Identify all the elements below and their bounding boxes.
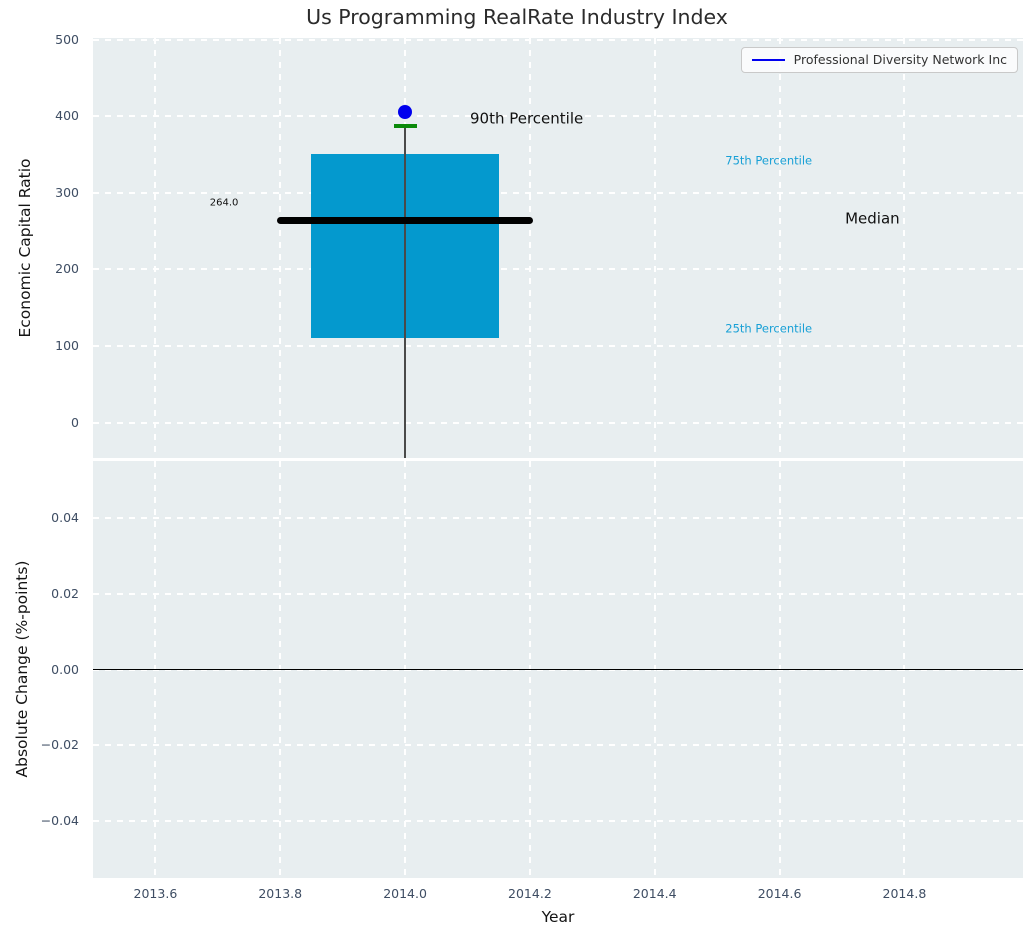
zero-reference-line: [93, 668, 1023, 671]
gridline-horizontal: [93, 38, 1023, 41]
gridline-horizontal: [93, 592, 1023, 595]
y-tick-label: −0.04: [40, 812, 79, 828]
x-tick-label: 2014.8: [882, 886, 927, 901]
y-tick-label: 300: [55, 184, 79, 200]
legend-box: Professional Diversity Network Inc: [740, 47, 1018, 73]
x-tick-label: 2013.8: [258, 886, 303, 901]
annotation-75th-percentile: 75th Percentile: [725, 153, 813, 168]
p90-cap-line: [393, 123, 417, 128]
y-tick-label: 500: [55, 31, 79, 47]
upper-plot-area: Professional Diversity Network Inc 264.0…: [93, 38, 1023, 458]
x-tick-label: 2014.4: [632, 886, 677, 901]
y-tick-label: 100: [55, 338, 79, 354]
gridline-vertical: [279, 38, 282, 458]
annotation-90th-percentile: 90th Percentile: [469, 109, 584, 128]
gridline-horizontal: [93, 191, 1023, 194]
gridline-horizontal: [93, 421, 1023, 424]
y-tick-label: 0.04: [51, 510, 79, 526]
lower-plot-area: [93, 461, 1023, 878]
gridline-horizontal: [93, 345, 1023, 348]
annotation-median: Median: [845, 209, 900, 228]
y-tick-label: 400: [55, 108, 79, 124]
gridline-horizontal: [93, 819, 1023, 822]
x-tick-label: 2014.2: [508, 886, 552, 901]
y-tick-label: 200: [55, 261, 79, 277]
gridline-horizontal: [93, 268, 1023, 271]
annotation-264-0: 264.0: [209, 197, 239, 209]
y-tick-label: −0.02: [40, 737, 79, 753]
whisker-line: [404, 125, 407, 458]
x-tick-label: 2014.0: [383, 886, 427, 901]
median-line: [277, 216, 534, 224]
gridline-vertical: [653, 38, 656, 458]
annotation-25th-percentile: 25th Percentile: [725, 321, 813, 336]
gridline-vertical: [154, 38, 157, 458]
y-tick-label: 0: [71, 414, 79, 430]
y-tick-label: 0.00: [51, 661, 79, 677]
gridline-horizontal: [93, 744, 1023, 747]
gridline-vertical: [528, 38, 531, 458]
x-tick-label: 2013.6: [133, 886, 178, 901]
x-axis-label: Year: [541, 908, 575, 926]
gridline-vertical: [903, 38, 906, 458]
legend-line-sample: [751, 58, 785, 61]
x-tick-label: 2014.6: [757, 886, 802, 901]
gridline-horizontal: [93, 517, 1023, 520]
gridline-vertical: [778, 38, 781, 458]
chart-title: Us Programming RealRate Industry Index: [306, 5, 728, 29]
series-data-point: [398, 105, 413, 120]
legend-series-label: Professional Diversity Network Inc: [793, 52, 1007, 67]
y-tick-label: 0.02: [51, 585, 79, 601]
